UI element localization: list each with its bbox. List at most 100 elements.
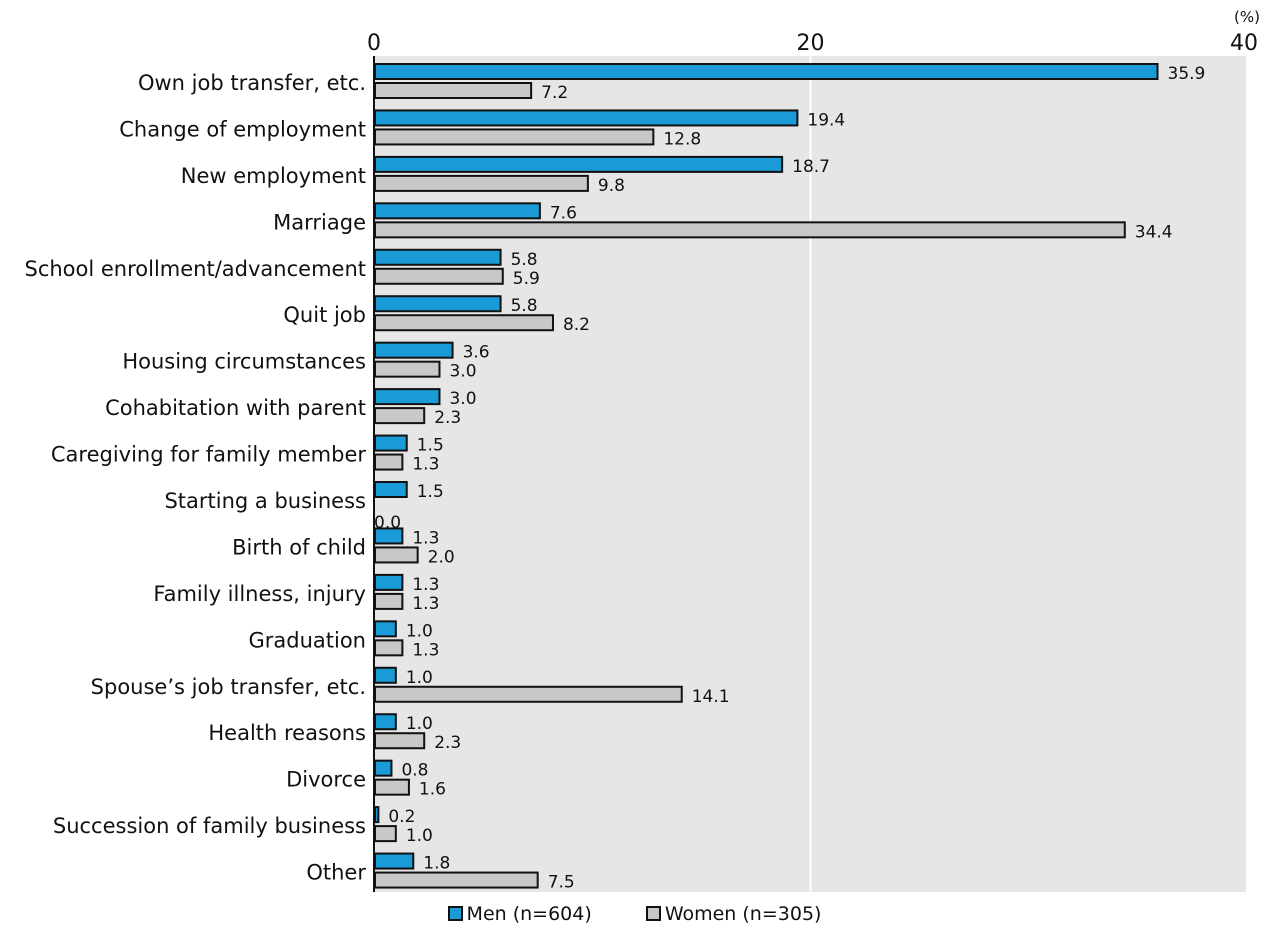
data-label-women: 2.0 [428,547,455,567]
bar-men [374,620,397,638]
category-label: Housing circumstances [122,350,366,374]
bar-women [374,871,539,889]
category-label: Caregiving for family member [51,443,366,467]
bar-men [374,852,415,870]
bar-women [374,314,554,332]
unit-label: (%) [1234,8,1260,26]
bar-men [374,806,380,824]
category-label: Health reasons [208,721,366,745]
data-label-women: 8.2 [563,315,590,335]
bar-men [374,481,408,498]
bar-women [374,546,419,564]
bar-women [374,221,1126,239]
data-label-men: 35.9 [1168,64,1206,84]
data-label-women: 14.1 [692,687,730,707]
category-label: Other [306,861,366,885]
bar-men [374,295,502,313]
bar-men [374,155,784,173]
category-label: Divorce [286,768,366,792]
data-label-women: 1.3 [412,640,439,660]
legend-item-women: Women (n=305) [645,903,822,925]
data-label-women: 1.3 [412,594,439,614]
x-tick-label: 20 [797,31,825,56]
data-label-men: 18.7 [792,157,830,177]
data-label-men: 1.0 [406,668,433,688]
category-label: New employment [181,164,366,188]
bar-men [374,202,541,220]
legend-swatch-men [447,906,463,921]
bar-chart: 0 20 40 (%) Own job transfer, etc. 35.9 7.2 Cha… [25,8,1261,893]
data-label-men: 3.6 [463,343,490,363]
bar-women [374,592,404,610]
bar-men [374,573,404,591]
category-label: Succession of family business [53,814,366,838]
bar-women [374,825,397,843]
bar-men [374,759,393,777]
bar-women [374,407,426,425]
bar-men [374,713,397,731]
data-label-women: 1.6 [419,780,446,800]
category-label: Birth of child [232,535,366,559]
data-label-women: 7.2 [541,83,568,103]
bar-women [374,82,533,99]
bar-women [374,360,441,378]
category-label: School enrollment/advancement [25,257,367,281]
legend-label-men: Men (n=604) [466,903,592,925]
data-label-women: 9.8 [598,176,625,196]
category-label: Cohabitation with parent [105,396,366,420]
category-label: Marriage [273,210,366,234]
data-label-men: 5.8 [511,296,538,316]
legend-item-men: Men (n=604) [447,903,592,925]
bar-men [374,527,404,545]
bar-men [374,109,799,127]
bar-women [374,685,683,703]
data-label-men: 3.0 [449,389,476,409]
data-label-women: 1.0 [406,826,433,846]
bar-men [374,666,397,684]
data-label-men: 1.0 [406,621,433,641]
bar-women [374,174,589,192]
data-label-men: 1.5 [417,436,444,456]
data-label-women: 2.3 [434,408,461,428]
bar-women [374,778,410,796]
bar-women [374,639,404,657]
category-label: Change of employment [119,117,366,141]
bar-women [374,453,404,471]
category-label: Quit job [283,303,366,327]
data-label-men: 0.2 [388,807,415,827]
data-label-women: 7.5 [548,873,575,893]
bar-men [374,388,441,406]
data-label-women: 1.3 [412,455,439,475]
data-label-women: 34.4 [1135,222,1173,242]
bar-women [374,128,655,146]
bar-men [374,341,454,359]
x-tick-label: 40 [1230,31,1258,56]
data-label-men: 7.6 [550,203,577,223]
data-label-men: 1.8 [423,854,450,874]
bar-women [374,267,504,285]
x-tick-label: 0 [367,31,381,56]
category-label: Spouse’s job transfer, etc. [91,675,366,699]
bar-women [374,732,426,750]
data-label-men: 1.3 [412,575,439,595]
data-label-men: 19.4 [807,110,845,130]
category-label: Own job transfer, etc. [138,71,366,95]
category-label: Graduation [248,628,366,652]
legend-label-women: Women (n=305) [664,903,822,925]
data-label-women: 12.8 [663,129,701,149]
category-label: Starting a business [164,489,366,513]
data-label-men: 5.8 [511,250,538,270]
bar-men [374,63,1159,80]
category-label: Family illness, injury [153,582,366,606]
legend: Men (n=604) Women (n=305) [0,903,1269,925]
data-label-men: 1.3 [412,528,439,548]
data-label-men: 1.0 [406,714,433,734]
data-label-women: 2.3 [434,733,461,753]
data-label-women: 3.0 [449,362,476,382]
data-label-men: 1.5 [417,482,444,502]
bar-men [374,434,408,452]
data-label-women: 5.9 [513,269,540,289]
data-label-men: 0.8 [401,761,428,781]
bar-men [374,248,502,266]
legend-swatch-women [645,906,661,921]
